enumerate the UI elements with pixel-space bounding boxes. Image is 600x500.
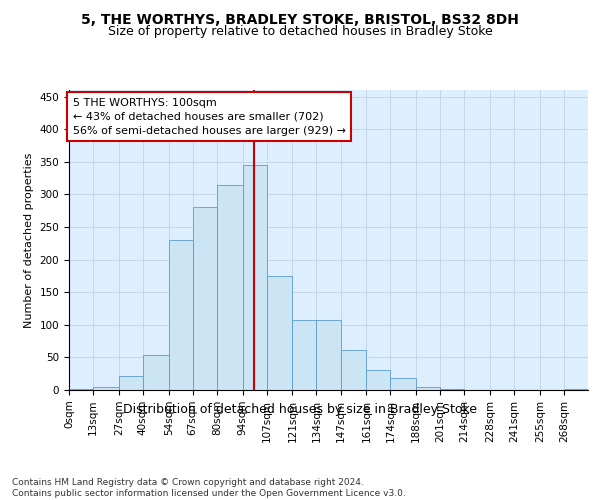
Bar [242, 165, 266, 390]
Bar [143, 355, 169, 390]
Text: Contains HM Land Registry data © Crown copyright and database right 2024.
Contai: Contains HM Land Registry data © Crown c… [12, 478, 406, 498]
Y-axis label: Number of detached properties: Number of detached properties [24, 152, 34, 328]
Bar [292, 320, 316, 390]
Bar [217, 184, 242, 390]
Text: Distribution of detached houses by size in Bradley Stoke: Distribution of detached houses by size … [123, 402, 477, 415]
Bar [93, 386, 119, 390]
Bar [119, 376, 143, 390]
Bar [316, 320, 341, 390]
Text: 5, THE WORTHYS, BRADLEY STOKE, BRISTOL, BS32 8DH: 5, THE WORTHYS, BRADLEY STOKE, BRISTOL, … [81, 12, 519, 26]
Bar [564, 388, 588, 390]
Bar [440, 388, 464, 390]
Bar [416, 386, 440, 390]
Bar [169, 240, 193, 390]
Text: Size of property relative to detached houses in Bradley Stoke: Size of property relative to detached ho… [107, 25, 493, 38]
Text: 5 THE WORTHYS: 100sqm
← 43% of detached houses are smaller (702)
56% of semi-det: 5 THE WORTHYS: 100sqm ← 43% of detached … [73, 98, 346, 136]
Bar [193, 208, 217, 390]
Bar [69, 388, 93, 390]
Bar [341, 350, 367, 390]
Bar [266, 276, 292, 390]
Bar [391, 378, 416, 390]
Bar [367, 370, 391, 390]
